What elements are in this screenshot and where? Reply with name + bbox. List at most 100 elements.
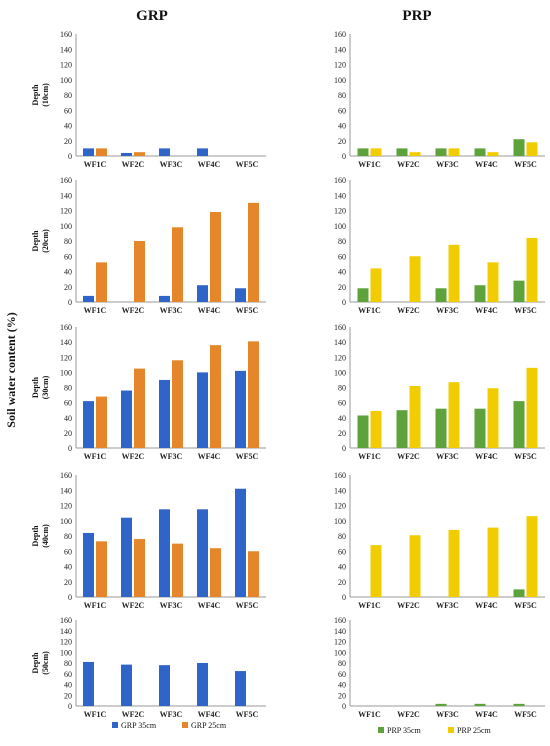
y-tick-label: 140 [334,627,346,636]
x-tick-label: WF4C [475,710,498,719]
y-tick-label: 140 [60,191,72,200]
bar-grp-35cm-wf5c [235,370,246,448]
x-tick-label: WF3C [436,160,459,169]
y-tick-label: 160 [334,471,346,480]
y-tick-label: 160 [334,30,346,39]
bar-prp-25cm-wf2c [409,152,421,156]
y-tick-label: 120 [334,207,346,216]
y-tick-label: 0 [68,444,72,453]
bar-grp-25cm-wf2c [134,241,145,302]
y-tick-label: 0 [68,152,72,161]
x-tick-label: WF2C [122,710,145,719]
legend-swatch [448,727,454,733]
y-tick-label: 120 [334,638,346,647]
bar-prp-25cm-wf5c [526,516,538,597]
x-tick-label: WF5C [514,160,537,169]
y-tick-label: 120 [334,61,346,70]
bar-prp-25cm-wf3c [448,148,460,156]
legend-swatch [112,722,118,728]
bar-grp-25cm-wf1c [96,148,107,156]
x-tick-label: WF5C [236,306,259,315]
y-tick-label: 140 [334,191,346,200]
y-tick-label: 100 [60,76,72,85]
y-tick-label: 60 [64,547,72,556]
bar-grp-35cm-wf3c [159,379,170,448]
y-tick-label: 40 [338,681,346,690]
x-tick-label: WF3C [436,306,459,315]
bar-grp-35cm-wf5c [235,671,246,706]
bar-grp-35cm-wf1c [83,148,94,156]
bar-prp-35cm-wf4c [474,148,486,156]
bar-grp-35cm-wf3c [159,148,170,156]
legend-prp: PRP 35cm PRP 25cm [378,726,491,735]
bar-prp-35cm-wf4c [474,408,486,448]
y-tick-label: 120 [60,353,72,362]
y-tick-label: 100 [60,368,72,377]
y-tick-label: 120 [60,502,72,511]
y-tick-label: 60 [64,106,72,115]
bar-grp-25cm-wf2c [134,152,145,156]
column-title-prp: PRP [402,8,431,24]
y-tick-label: 100 [60,648,72,657]
x-tick-label: WF3C [436,710,459,719]
bar-grp-35cm-wf1c [83,401,94,448]
y-tick-label: 140 [60,486,72,495]
bar-prp-35cm-wf2c [396,148,408,156]
x-tick-label: WF5C [236,160,259,169]
x-tick-label: WF5C [514,601,537,610]
y-tick-label: 20 [338,283,346,292]
bar-prp-25cm-wf1c [370,410,382,448]
x-tick-label: WF3C [436,452,459,461]
y-tick-label: 60 [64,399,72,408]
y-tick-label: 100 [334,517,346,526]
bar-grp-25cm-wf5c [248,341,259,448]
x-tick-label: WF4C [198,452,221,461]
x-tick-label: WF4C [198,601,221,610]
y-tick-label: 100 [334,648,346,657]
bar-grp-25cm-wf1c [96,396,107,448]
bar-grp-35cm-wf3c [159,295,170,302]
bar-grp-25cm-wf4c [210,345,221,448]
x-tick-label: WF4C [475,306,498,315]
legends: GRP 35cm GRP 25cm PRP 35cm PRP 25cm [112,721,491,735]
y-tick-label: 40 [338,414,346,423]
y-tick-label: 140 [60,627,72,636]
y-tick-label: 160 [334,323,346,332]
bar-prp-25cm-wf2c [409,256,421,302]
bar-prp-25cm-wf3c [448,244,460,302]
bar-prp-35cm-wf1c [357,148,369,156]
bar-grp-25cm-wf3c [172,227,183,302]
bar-prp-35cm-wf2c [396,410,408,448]
x-tick-label: WF2C [122,306,145,315]
x-tick-label: WF1C [358,160,381,169]
bar-grp-35cm-wf2c [121,664,132,706]
x-tick-label: WF4C [198,160,221,169]
x-tick-label: WF1C [84,452,107,461]
row-label: Depth(50cm) [31,651,50,675]
y-tick-label: 40 [64,563,72,572]
bar-grp-25cm-wf4c [210,548,221,597]
bar-grp-35cm-wf1c [83,532,94,597]
bar-grp-35cm-wf4c [197,148,208,156]
x-tick-label: WF2C [397,160,420,169]
bar-grp-25cm-wf4c [210,212,221,302]
y-tick-label: 160 [334,176,346,185]
y-tick-label: 80 [338,384,346,393]
y-tick-label: 60 [64,252,72,261]
y-tick-label: 100 [334,222,346,231]
bar-prp-25cm-wf3c [448,382,460,448]
bar-prp-25cm-wf4c [487,527,499,597]
y-tick-label: 20 [338,691,346,700]
bar-grp-35cm-wf3c [159,665,170,706]
bar-prp-25cm-wf3c [448,529,460,597]
bar-prp-35cm-wf3c [435,148,447,156]
y-tick-label: 20 [64,691,72,700]
x-tick-label: WF1C [358,306,381,315]
bar-grp-25cm-wf2c [134,368,145,448]
y-tick-label: 0 [342,702,346,711]
bar-prp-35cm-wf1c [357,415,369,448]
y-tick-label: 140 [334,45,346,54]
y-tick-label: 0 [68,702,72,711]
